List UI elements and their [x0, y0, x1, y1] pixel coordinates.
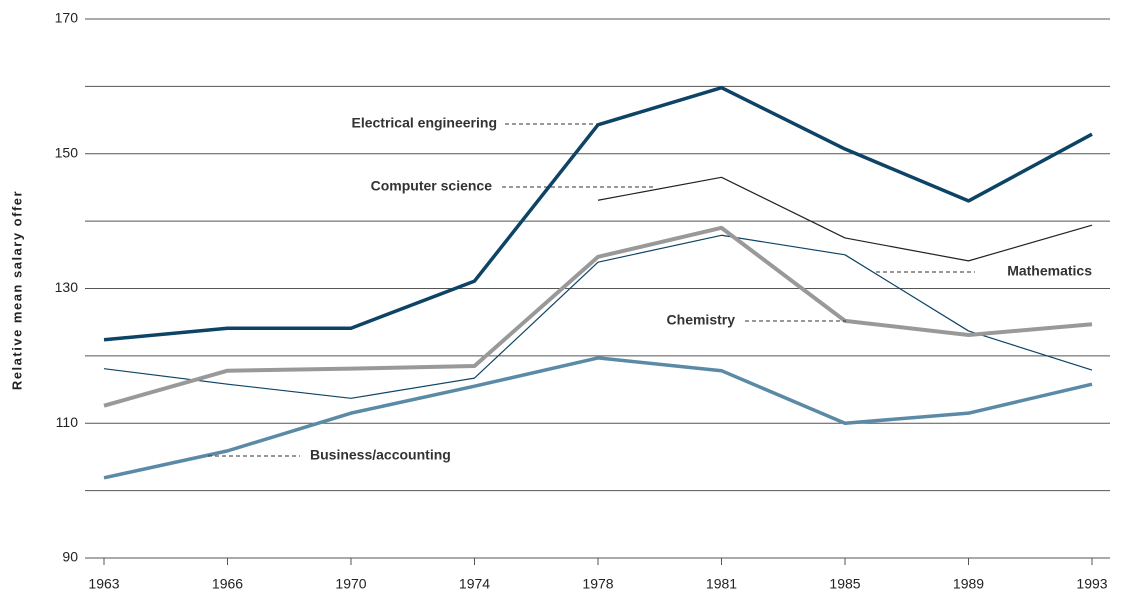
y-tick-label: 150	[55, 144, 79, 160]
x-tick-label: 1963	[88, 576, 119, 592]
x-tick-label: 1985	[829, 576, 860, 592]
x-tick-label: 1966	[212, 576, 243, 592]
series-line	[103, 85, 1093, 342]
y-tick-label: 110	[56, 414, 79, 430]
series-line	[103, 225, 1093, 408]
y-tick-label: 170	[55, 10, 79, 26]
series-line	[103, 234, 1093, 399]
y-tick-label: 130	[55, 279, 79, 295]
x-tick-label: 1978	[582, 576, 613, 592]
series-line	[597, 176, 1093, 262]
series-label: Electrical engineering	[352, 115, 498, 131]
y-tick-label: 90	[62, 549, 78, 565]
series-label: Business/accounting	[310, 447, 451, 463]
x-tick-label: 1993	[1076, 576, 1107, 592]
x-tick-label: 1981	[706, 576, 737, 592]
series-label: Chemistry	[667, 312, 736, 328]
x-tick-label: 1974	[459, 576, 490, 592]
series-line	[103, 356, 1093, 480]
y-axis-title: Relative mean salary offer	[9, 190, 24, 390]
x-tick-label: 1989	[953, 576, 984, 592]
x-tick-label: 1970	[335, 576, 366, 592]
series-label: Computer science	[371, 178, 493, 194]
series-label: Mathematics	[1007, 263, 1092, 279]
